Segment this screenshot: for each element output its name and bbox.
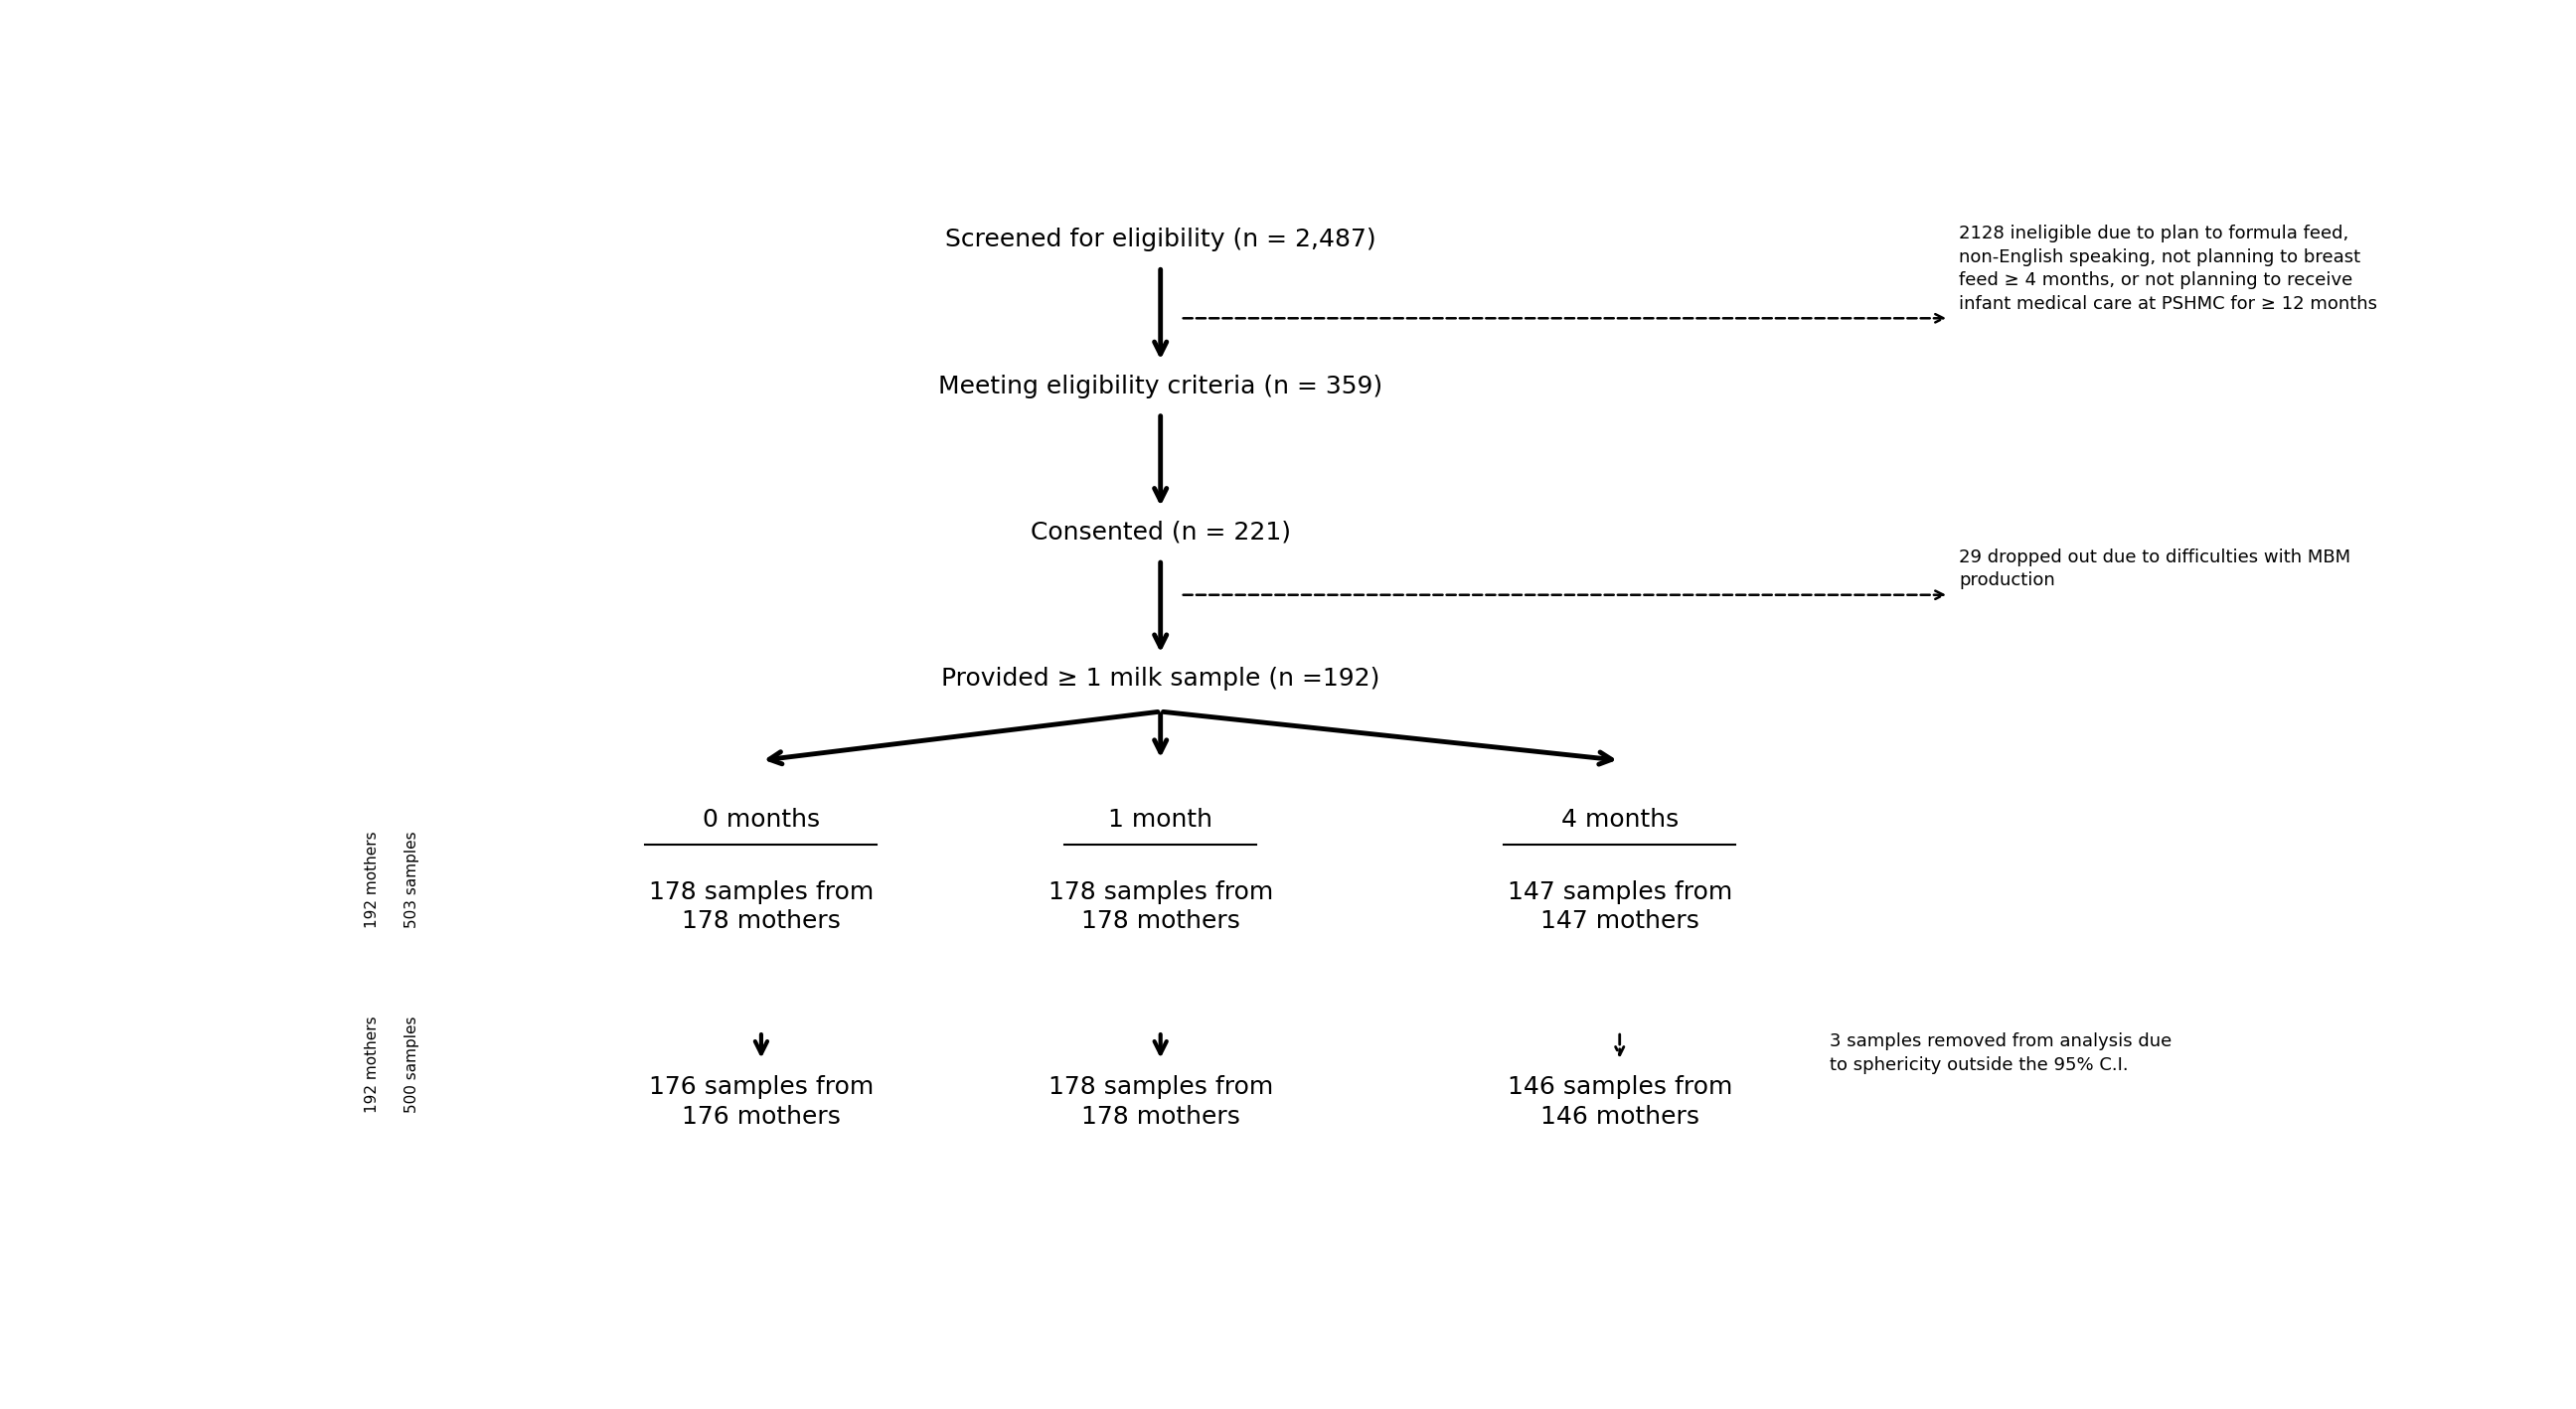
Text: 178 samples from
178 mothers: 178 samples from 178 mothers (1048, 1075, 1273, 1129)
Text: 146 samples from
146 mothers: 146 samples from 146 mothers (1507, 1075, 1731, 1129)
Text: 4 months: 4 months (1561, 809, 1680, 831)
Text: 500 samples: 500 samples (404, 1016, 420, 1113)
Text: 1 month: 1 month (1108, 809, 1213, 831)
Text: Consented (n = 221): Consented (n = 221) (1030, 520, 1291, 544)
Text: 3 samples removed from analysis due
to sphericity outside the 95% C.I.: 3 samples removed from analysis due to s… (1829, 1033, 2172, 1074)
Text: Provided ≥ 1 milk sample (n =192): Provided ≥ 1 milk sample (n =192) (940, 666, 1381, 690)
Text: 0 months: 0 months (703, 809, 819, 831)
Text: Screened for eligibility (n = 2,487): Screened for eligibility (n = 2,487) (945, 228, 1376, 252)
Text: 2128 ineligible due to plan to formula feed,
non-English speaking, not planning : 2128 ineligible due to plan to formula f… (1958, 224, 2378, 313)
Text: 29 dropped out due to difficulties with MBM
production: 29 dropped out due to difficulties with … (1958, 548, 2352, 589)
Text: Meeting eligibility criteria (n = 359): Meeting eligibility criteria (n = 359) (938, 375, 1383, 397)
Text: 192 mothers: 192 mothers (363, 1016, 379, 1113)
Text: 176 samples from
176 mothers: 176 samples from 176 mothers (649, 1075, 873, 1129)
Text: 178 samples from
178 mothers: 178 samples from 178 mothers (649, 881, 873, 934)
Text: 147 samples from
147 mothers: 147 samples from 147 mothers (1507, 881, 1731, 934)
Text: 503 samples: 503 samples (404, 831, 420, 929)
Text: 178 samples from
178 mothers: 178 samples from 178 mothers (1048, 881, 1273, 934)
Text: 192 mothers: 192 mothers (363, 831, 379, 929)
